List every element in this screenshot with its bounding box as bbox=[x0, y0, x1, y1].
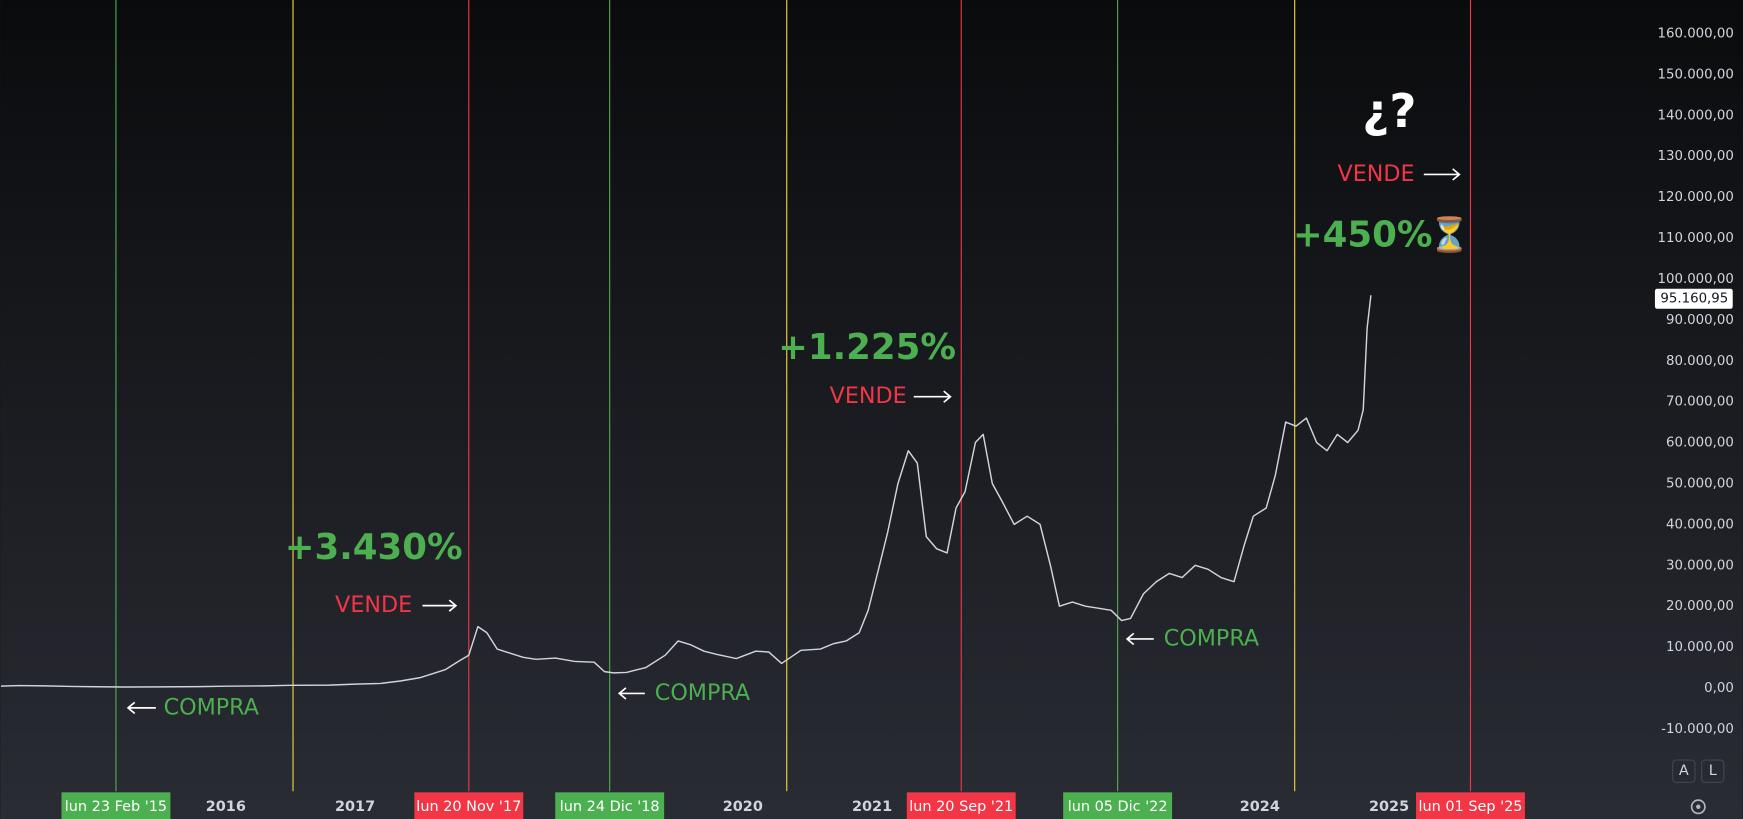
button-label[interactable]: L bbox=[1709, 763, 1717, 779]
event-label: lun 20 Nov '17 bbox=[416, 799, 521, 815]
x-tick-label: 2025 bbox=[1369, 799, 1409, 815]
annotation: +1.225% bbox=[778, 327, 956, 368]
y-tick-label: 100.000,00 bbox=[1658, 272, 1734, 287]
x-tick-label: 2020 bbox=[723, 799, 763, 815]
annotation: VENDE bbox=[1338, 161, 1415, 187]
event-label-bg bbox=[414, 792, 524, 819]
arrow bbox=[422, 599, 458, 612]
annotation: VENDE bbox=[335, 592, 412, 618]
y-tick-label: 120.000,00 bbox=[1658, 190, 1734, 205]
y-tick-label: 60.000,00 bbox=[1666, 436, 1734, 451]
x-tick-label: 2017 bbox=[335, 799, 375, 815]
y-tick-label: 160.000,00 bbox=[1658, 27, 1734, 42]
settings-icon[interactable] bbox=[1690, 799, 1706, 815]
arrow bbox=[617, 687, 645, 700]
event-label-bg bbox=[61, 792, 171, 819]
annotation: +3.430% bbox=[285, 527, 463, 568]
y-tick-label: 140.000,00 bbox=[1658, 108, 1734, 123]
event-label-bg bbox=[1416, 792, 1525, 819]
last-price-bg bbox=[1654, 288, 1733, 309]
scale-button[interactable]: L bbox=[1701, 759, 1725, 783]
button-bg bbox=[1701, 759, 1725, 783]
y-tick-label: 110.000,00 bbox=[1658, 231, 1734, 246]
y-tick-label: 70.000,00 bbox=[1666, 395, 1734, 410]
annotation: COMPRA bbox=[164, 694, 260, 720]
y-tick-label: 0,00 bbox=[1704, 681, 1734, 696]
price-line bbox=[0, 295, 1372, 688]
x-tick-label: 2021 bbox=[852, 799, 892, 815]
x-tick-label: 2016 bbox=[206, 799, 246, 815]
x-tick-label: 2024 bbox=[1240, 799, 1280, 815]
button-bg bbox=[1672, 759, 1696, 783]
arrow bbox=[1423, 168, 1461, 181]
arrow bbox=[913, 390, 952, 403]
y-tick-label: 90.000,00 bbox=[1666, 313, 1734, 328]
y-tick-label: 20.000,00 bbox=[1666, 599, 1734, 614]
event-label-bg bbox=[1063, 792, 1173, 819]
annotation: +450% bbox=[1293, 215, 1433, 256]
y-tick-label: 40.000,00 bbox=[1666, 517, 1734, 532]
event-label-bg bbox=[555, 792, 665, 819]
event-label: lun 20 Sep '21 bbox=[909, 799, 1013, 815]
annotation: COMPRA bbox=[655, 680, 751, 706]
annotation: ⏳ bbox=[1429, 215, 1471, 254]
event-label: lun 01 Sep '25 bbox=[1418, 799, 1522, 815]
y-tick-label: 80.000,00 bbox=[1666, 354, 1734, 369]
annotation: VENDE bbox=[830, 383, 907, 409]
last-price-label: 95.160,95 bbox=[1660, 292, 1728, 307]
arrows bbox=[126, 168, 1461, 715]
annotation: ¿? bbox=[1362, 85, 1416, 139]
y-tick-label: 10.000,00 bbox=[1666, 640, 1734, 655]
y-tick-label: 150.000,00 bbox=[1658, 67, 1734, 82]
event-label: lun 24 Dic '18 bbox=[560, 799, 660, 815]
event-label-bg bbox=[906, 792, 1016, 819]
y-tick-label: 30.000,00 bbox=[1666, 558, 1734, 573]
y-tick-label: -10.000,00 bbox=[1661, 722, 1734, 737]
scale-button[interactable]: A bbox=[1672, 759, 1696, 783]
y-tick-label: 50.000,00 bbox=[1666, 476, 1734, 491]
arrow bbox=[126, 701, 156, 715]
event-label: lun 23 Feb '15 bbox=[65, 799, 167, 815]
event-label: lun 05 Dic '22 bbox=[1068, 799, 1168, 815]
button-label[interactable]: A bbox=[1679, 763, 1689, 779]
y-tick-label: 130.000,00 bbox=[1658, 149, 1734, 164]
arrow bbox=[1125, 632, 1154, 646]
annotation: COMPRA bbox=[1164, 625, 1260, 651]
